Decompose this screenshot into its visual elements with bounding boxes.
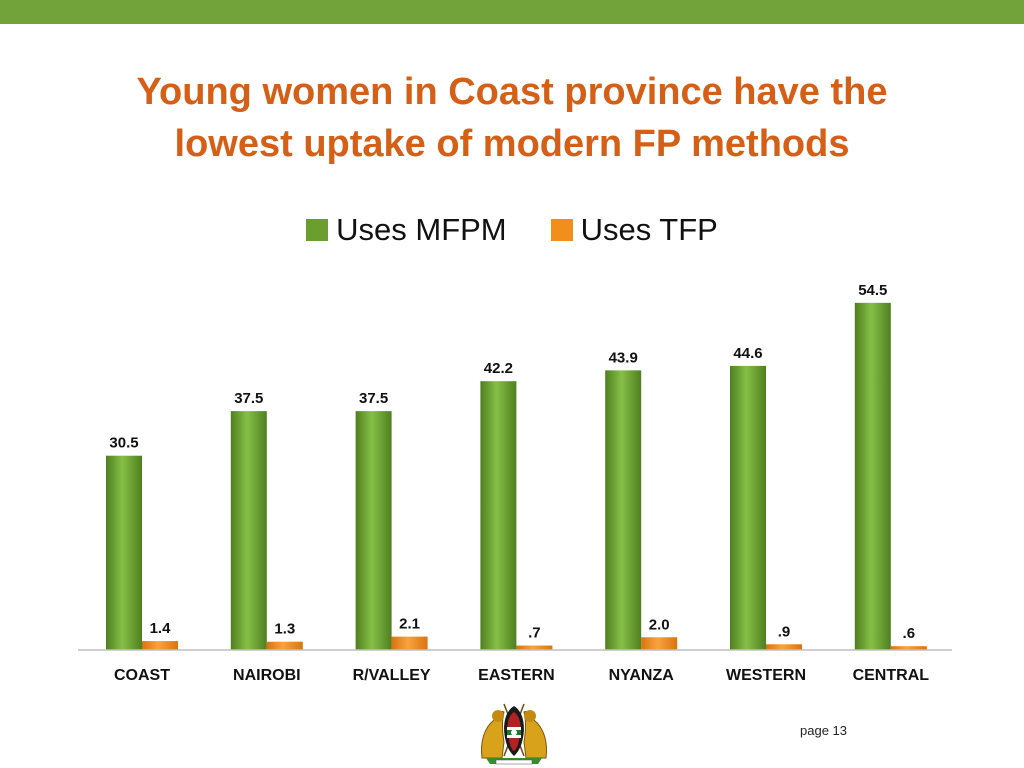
bar-mfpm-coast xyxy=(106,455,142,650)
value-label-tfp-nyanza: 2.0 xyxy=(649,616,670,633)
bar-mfpm-eastern xyxy=(480,381,517,650)
value-label-mfpm-western: 44.6 xyxy=(733,345,762,362)
value-label-mfpm-nyanza: 43.9 xyxy=(609,349,638,366)
x-tick-western: WESTERN xyxy=(726,667,806,684)
top-accent-bar xyxy=(0,0,1024,24)
value-label-mfpm-central: 54.5 xyxy=(858,282,887,299)
x-tick-eastern: EASTERN xyxy=(478,667,554,684)
legend-item-tfp: Uses TFP xyxy=(550,212,718,248)
value-label-mfpm-eastern: 42.2 xyxy=(484,360,513,377)
value-label-tfp-nairobi: 1.3 xyxy=(274,621,295,638)
value-label-tfp-central: .6 xyxy=(903,625,916,642)
x-tick-nairobi: NAIROBI xyxy=(233,667,301,684)
bar-tfp-nairobi xyxy=(266,641,303,650)
legend-swatch-tfp xyxy=(550,219,573,241)
bar-tfp-western xyxy=(766,644,802,650)
bar-tfp-eastern xyxy=(516,645,553,650)
labels-layer: 30.5 1.4 37.5 1.3 37.5 2.1 42.2 .7 43.9 2.0 44.6 .9… xyxy=(109,282,915,642)
bar-tfp-central xyxy=(890,646,927,650)
bar-mfpm-nairobi xyxy=(230,411,267,650)
legend-label-mfpm: Uses MFPM xyxy=(336,212,507,247)
bars-layer xyxy=(106,302,927,650)
bar-mfpm-nyanza xyxy=(605,370,642,650)
value-label-mfpm-r-valley: 37.5 xyxy=(359,390,388,407)
bar-mfpm-central xyxy=(854,302,891,650)
value-label-mfpm-nairobi: 37.5 xyxy=(234,390,263,407)
value-label-tfp-western: .9 xyxy=(778,623,791,640)
bar-mfpm-r-valley xyxy=(355,411,392,650)
page-number: page 13 xyxy=(800,723,847,738)
bar-chart: 30.5 1.4 37.5 1.3 37.5 2.1 42.2 .7 43.9 2.0 44.6 .9… xyxy=(78,282,952,684)
value-label-mfpm-coast: 30.5 xyxy=(109,435,138,452)
value-label-tfp-r-valley: 2.1 xyxy=(399,616,420,633)
title-line-2: lowest uptake of modern FP methods xyxy=(174,123,850,165)
x-axis-ticks: COAST NAIROBI R/VALLEY EASTERN NYANZA WESTERN… xyxy=(114,667,929,684)
legend-swatch-mfpm xyxy=(306,219,329,241)
chart-legend: Uses MFPM Uses TFP xyxy=(0,212,1024,248)
bar-tfp-r-valley xyxy=(391,636,428,650)
kenya-coat-of-arms-icon xyxy=(481,703,547,765)
value-label-tfp-coast: 1.4 xyxy=(150,620,172,637)
bar-tfp-coast xyxy=(142,641,178,650)
legend-label-tfp: Uses TFP xyxy=(580,212,718,247)
x-tick-r-valley: R/VALLEY xyxy=(353,667,431,684)
title-line-1: Young women in Coast province have the xyxy=(136,71,888,113)
slide-title: Young women in Coast province have the l… xyxy=(60,66,964,170)
x-tick-nyanza: NYANZA xyxy=(609,667,675,684)
x-tick-coast: COAST xyxy=(114,667,170,684)
bar-tfp-nyanza xyxy=(641,637,678,650)
legend-item-mfpm: Uses MFPM xyxy=(306,212,507,248)
value-label-tfp-eastern: .7 xyxy=(528,625,541,642)
x-tick-central: CENTRAL xyxy=(853,667,930,684)
bar-mfpm-western xyxy=(730,365,766,650)
